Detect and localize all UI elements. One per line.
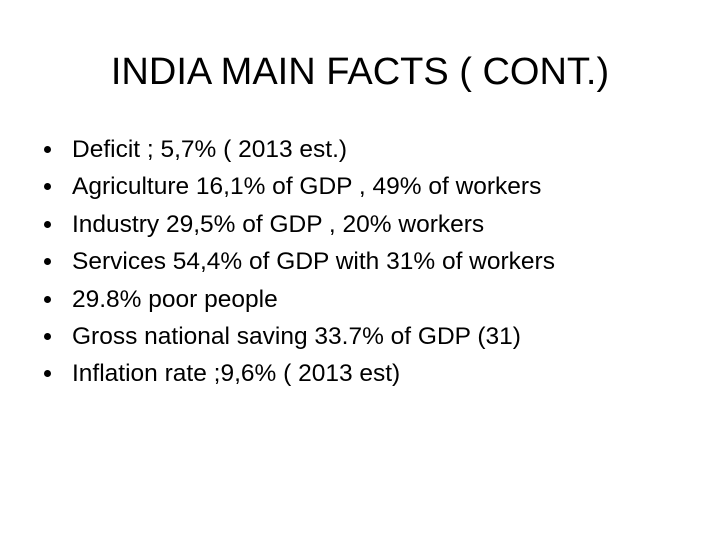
bullet-list: Deficit ; 5,7% ( 2013 est.) Agriculture … <box>42 131 702 393</box>
bullet-text: Inflation rate ;9,6% ( 2013 est) <box>72 360 401 388</box>
bullet-dot-icon <box>44 332 51 340</box>
bullet-dot-icon <box>44 258 51 266</box>
bullet-item-deficit: Deficit ; 5,7% ( 2013 est.) <box>42 131 702 168</box>
bullet-item-poverty: 29.8% poor people <box>42 281 702 318</box>
bullet-dot-icon <box>44 220 51 228</box>
bullet-dot-icon <box>44 295 51 303</box>
bullet-text: Services 54,4% of GDP with 31% of worker… <box>72 248 555 276</box>
bullet-text: Gross national saving 33.7% of GDP (31) <box>72 322 521 350</box>
bullet-text: Industry 29,5% of GDP , 20% workers <box>72 210 485 238</box>
bullet-item-saving: Gross national saving 33.7% of GDP (31) <box>42 318 702 355</box>
bullet-text: 29.8% poor people <box>72 285 278 313</box>
bullet-dot-icon <box>44 146 51 153</box>
bullet-dot-icon <box>44 183 51 191</box>
bullet-item-services: Services 54,4% of GDP with 31% of worker… <box>42 243 702 280</box>
bullet-text: Agriculture 16,1% of GDP , 49% of worker… <box>72 173 542 201</box>
bullet-text: Deficit ; 5,7% ( 2013 est.) <box>72 136 348 163</box>
bullet-dot-icon <box>44 370 51 378</box>
bullet-item-agriculture: Agriculture 16,1% of GDP , 49% of worker… <box>42 168 702 205</box>
bullet-item-inflation: Inflation rate ;9,6% ( 2013 est) <box>42 355 702 392</box>
bullet-item-industry: Industry 29,5% of GDP , 20% workers <box>42 206 702 243</box>
slide-title: INDIA MAIN FACTS ( CONT.) <box>110 51 610 93</box>
